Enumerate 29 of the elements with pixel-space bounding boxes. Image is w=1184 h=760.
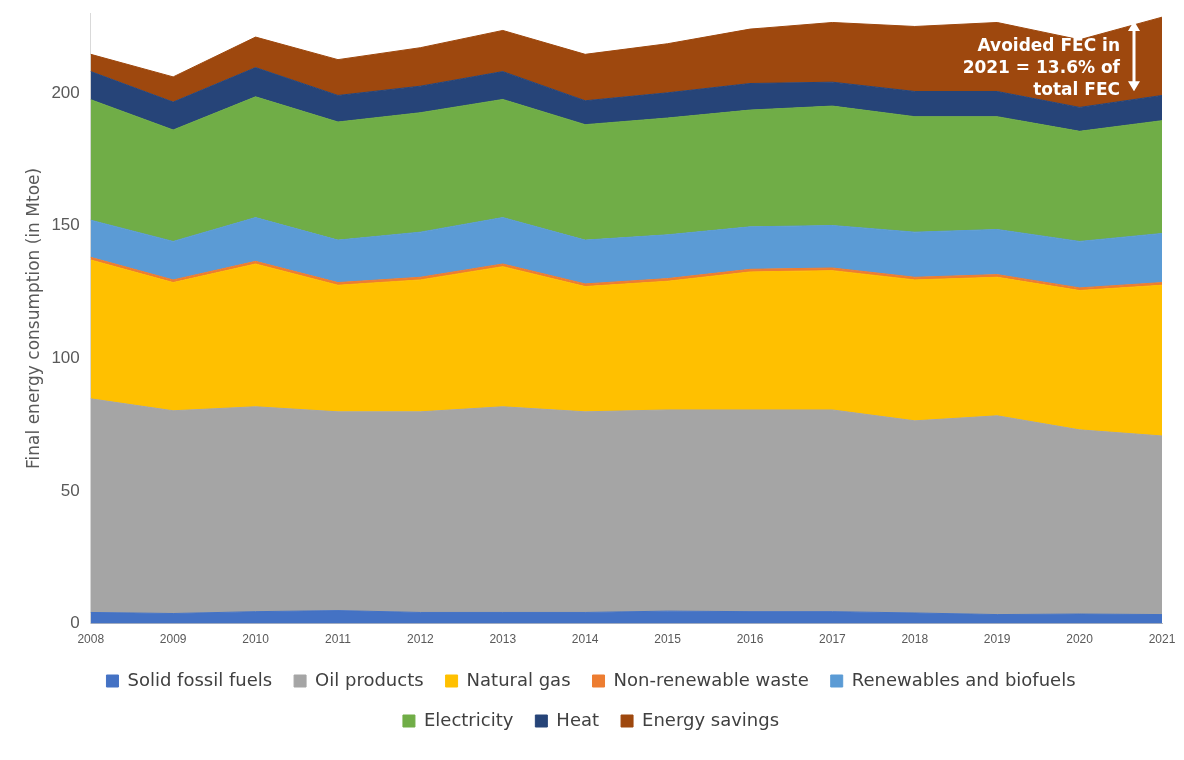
legend-label: Natural gas <box>466 668 571 690</box>
x-tick-label: 2018 <box>901 632 929 647</box>
y-tick-label: 0 <box>70 613 80 633</box>
x-tick-label: 2015 <box>654 632 682 647</box>
x-tick-label: 2011 <box>325 632 352 647</box>
legend-label: Energy savings <box>642 708 780 730</box>
legend-label: Heat <box>556 708 600 730</box>
x-tick-label: 2013 <box>489 632 517 647</box>
x-tick-label: 2021 <box>1148 632 1176 647</box>
y-tick-label: 200 <box>51 82 80 102</box>
y-tick-label: 50 <box>60 480 80 500</box>
legend-label: Renewables and biofuels <box>851 668 1076 690</box>
x-tick-label: 2019 <box>983 632 1011 647</box>
annotation: Avoided FEC in 2021 = 13.6% of total FEC <box>961 33 1120 100</box>
x-tick-label: 2017 <box>819 632 847 647</box>
y-axis-title: Final energy consumption (in Mtoe) <box>22 167 43 469</box>
x-tick-label: 2020 <box>1066 632 1094 647</box>
x-tick-label: 2016 <box>736 632 764 647</box>
legend-label: Solid fossil fuels <box>127 668 273 690</box>
legend-label: Oil products <box>315 668 424 690</box>
x-tick-label: 2012 <box>407 632 435 647</box>
x-tick-label: 2014 <box>571 632 599 647</box>
y-tick-label: 100 <box>51 347 80 367</box>
x-tick-label: 2010 <box>242 632 270 647</box>
y-tick-label: 150 <box>51 215 80 235</box>
legend-label: Non-renewable waste <box>613 668 809 690</box>
x-tick-label: 2009 <box>159 632 187 647</box>
x-tick-label: 2008 <box>77 632 105 647</box>
legend-label: Electricity <box>423 708 514 730</box>
